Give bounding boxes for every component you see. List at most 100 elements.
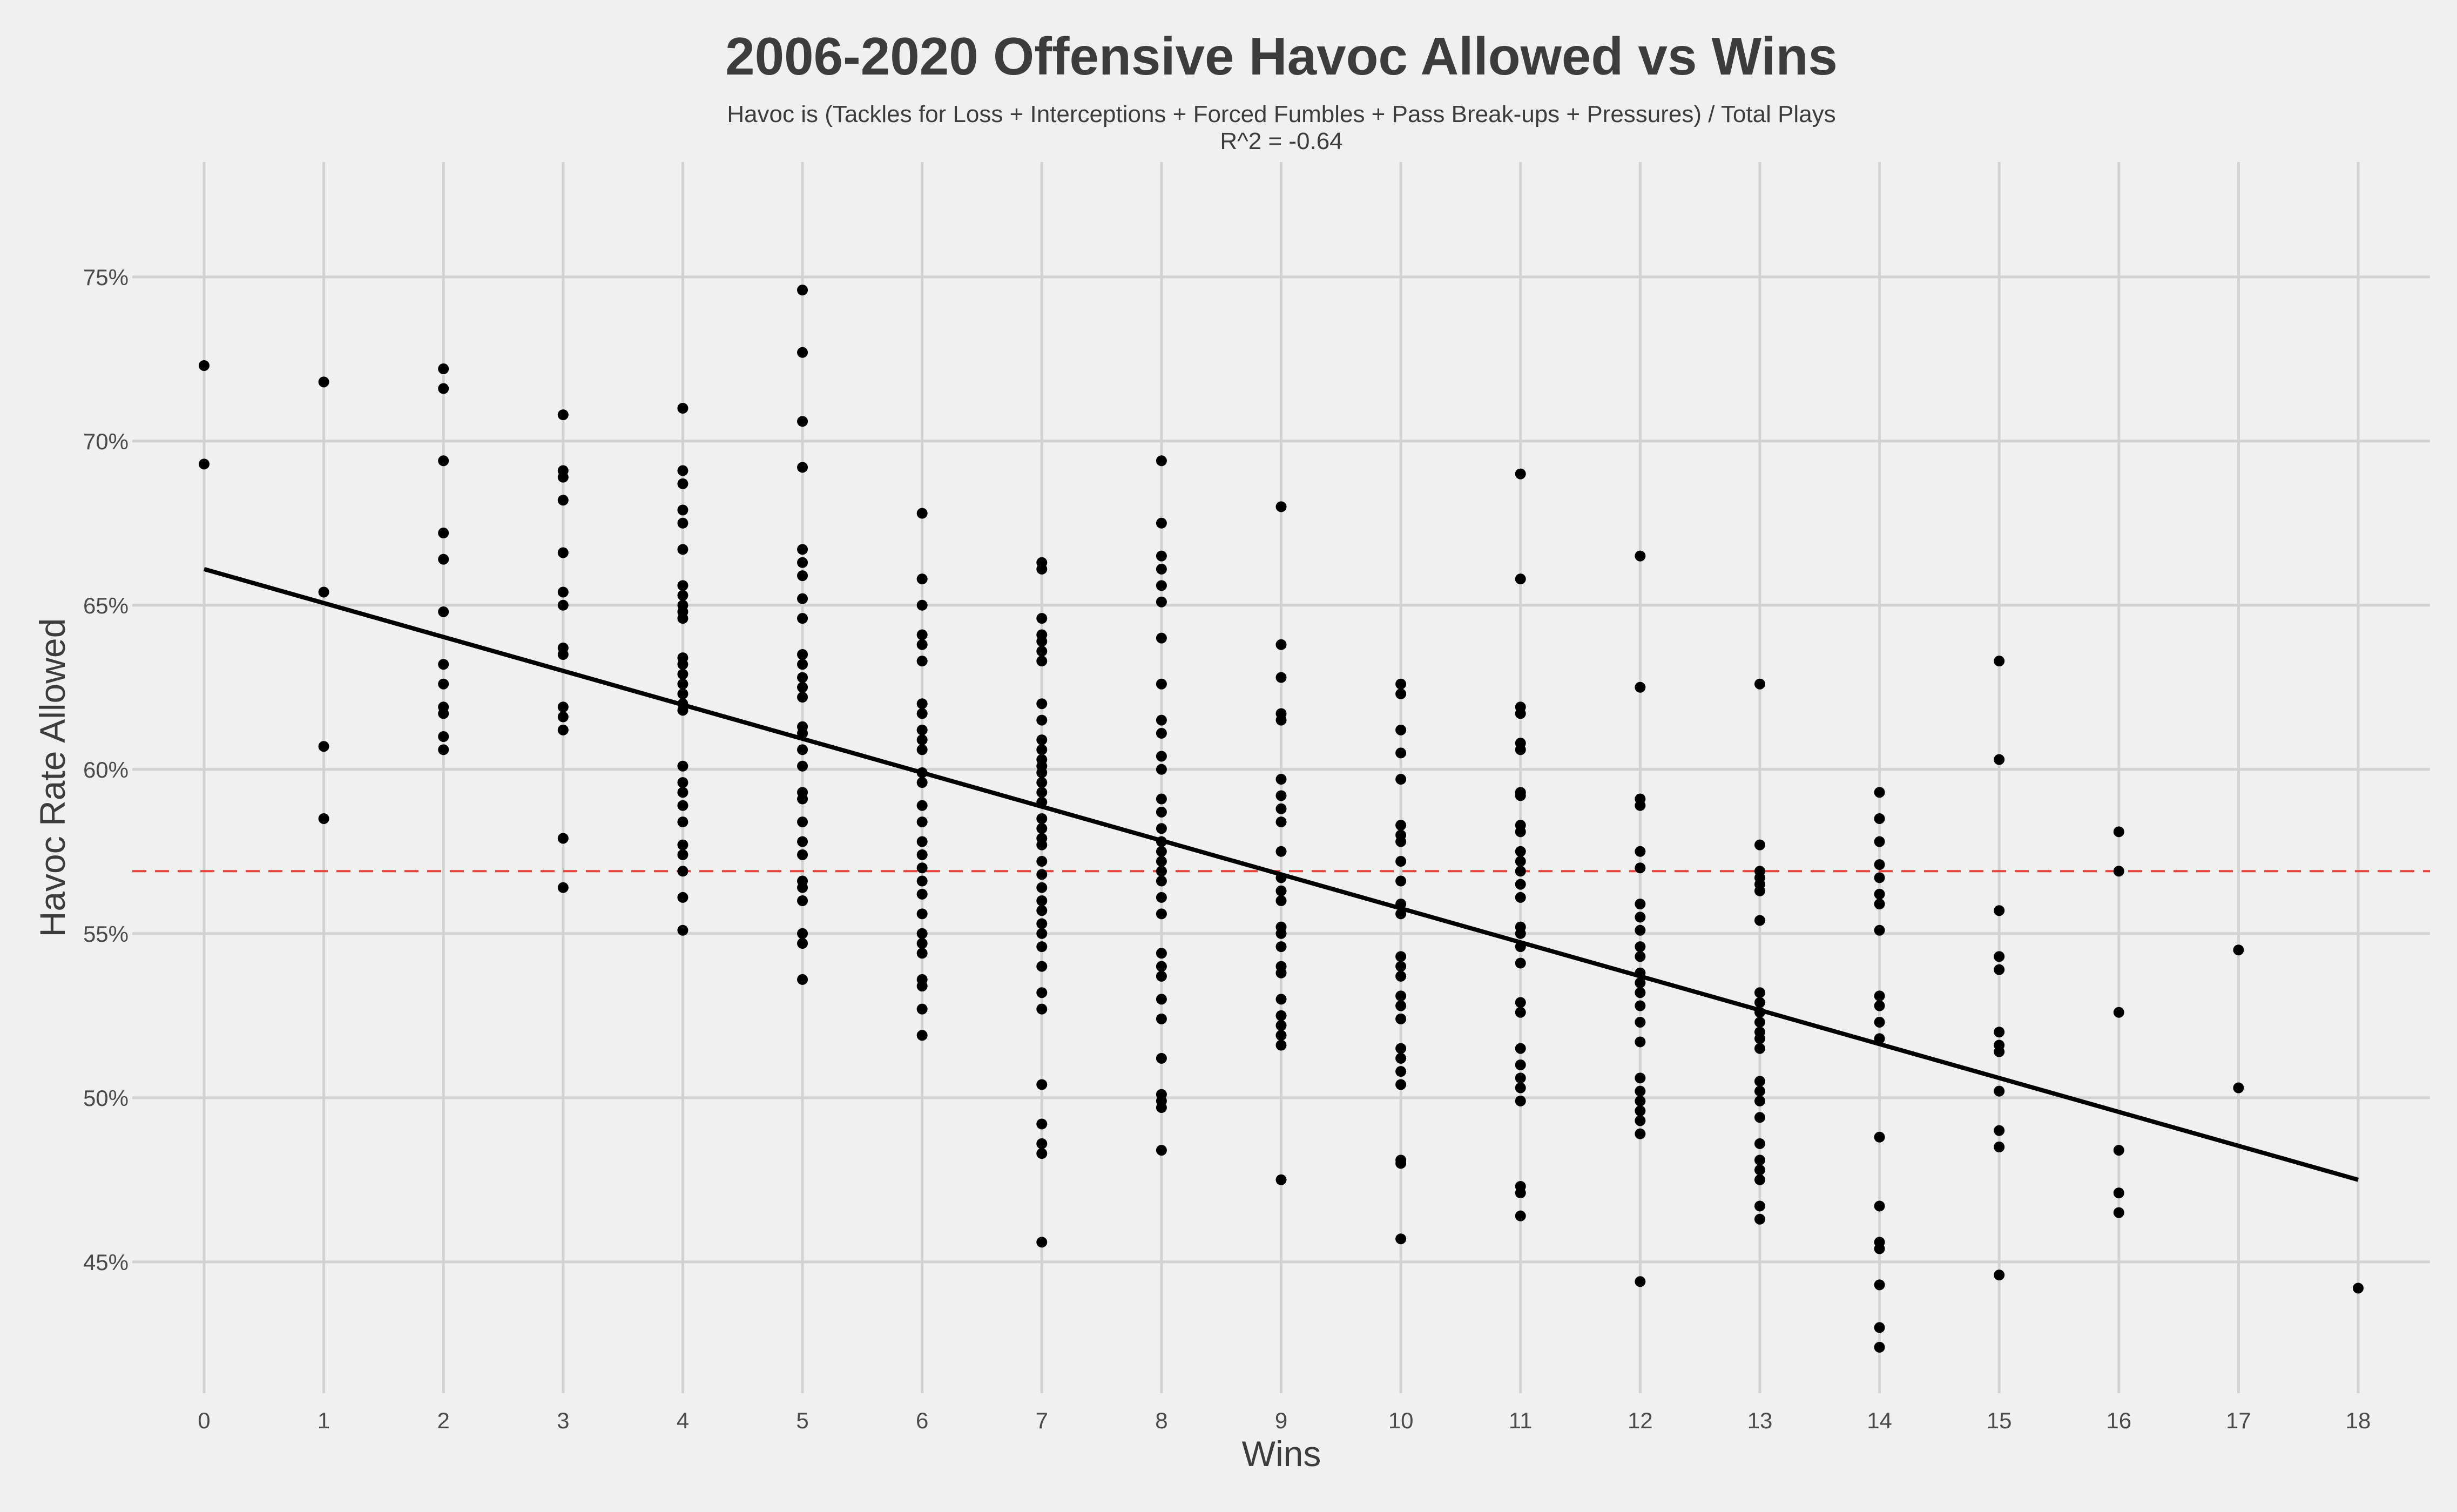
data-point [1395,836,1407,847]
data-point [557,471,569,483]
data-point [1156,1145,1167,1156]
data-point [1395,990,1407,1002]
data-point [677,924,688,936]
data-point [1754,1076,1765,1087]
data-point [916,875,928,887]
data-point [1036,698,1048,710]
data-point [1874,1131,1885,1143]
data-point [1395,856,1407,867]
data-point [1994,1027,2005,1038]
data-point [916,639,928,650]
data-point [797,882,808,893]
data-point [916,938,928,949]
data-point [1395,678,1407,690]
y-tick-label: 50% [83,1085,129,1111]
data-point [1874,859,1885,870]
data-point [1874,888,1885,900]
data-point [1635,862,1646,874]
data-point [797,836,808,847]
data-point [1994,905,2005,916]
data-point [1874,1243,1885,1254]
data-point [1874,836,1885,847]
data-point [1036,787,1048,798]
data-point [1036,636,1048,647]
data-point [1156,550,1167,562]
data-point [916,816,928,828]
data-point [1515,1187,1526,1199]
data-point [1275,501,1287,512]
data-point [1395,951,1407,962]
data-point [1515,468,1526,480]
data-point [1036,563,1048,575]
data-point [1156,1052,1167,1064]
data-point [1156,875,1167,887]
data-point [557,649,569,660]
data-point [1515,1072,1526,1084]
x-tick-label: 8 [1155,1408,1167,1433]
data-point [1156,846,1167,857]
data-point [1156,580,1167,591]
x-tick-label: 16 [2106,1408,2131,1433]
data-point [1275,790,1287,801]
x-tick-label: 7 [1036,1408,1048,1433]
data-point [1874,1016,1885,1028]
data-point [2113,1007,2124,1018]
data-point [1635,1128,1646,1139]
data-point [797,895,808,906]
data-point [1275,928,1287,939]
data-point [797,416,808,427]
data-point [1395,1158,1407,1169]
x-tick-label: 14 [1867,1408,1892,1433]
data-point [1036,645,1048,657]
data-point [1275,885,1287,896]
data-point [1036,895,1048,906]
data-point [1754,1155,1765,1166]
data-point [1036,882,1048,893]
data-point [916,656,928,667]
data-point [1275,1020,1287,1031]
data-point [1395,970,1407,982]
data-point [1515,708,1526,719]
data-point [916,698,928,710]
data-point [1156,563,1167,575]
data-point [1156,714,1167,726]
data-point [677,504,688,516]
data-point [1275,895,1287,906]
data-point [438,554,449,565]
data-point [916,744,928,755]
data-point [916,724,928,735]
x-tick-label: 13 [1747,1408,1773,1433]
data-point [1395,688,1407,699]
data-point [1515,1043,1526,1054]
data-point [1275,1030,1287,1041]
data-point [1036,1148,1048,1159]
data-point [797,613,808,624]
data-point [1754,1085,1765,1097]
data-point [797,974,808,985]
data-point [1156,793,1167,805]
data-point [1036,656,1048,667]
data-point [438,731,449,742]
x-tick-label: 11 [1509,1408,1533,1433]
data-point [1515,879,1526,890]
data-point [1874,1000,1885,1011]
x-tick-label: 1 [318,1408,330,1433]
data-point [1874,1322,1885,1333]
data-point [1754,678,1765,690]
x-tick-label: 6 [916,1408,928,1433]
data-point [318,741,329,752]
data-point [438,678,449,690]
data-point [797,659,808,670]
data-point [557,586,569,598]
data-point [1874,872,1885,883]
data-point [1395,747,1407,759]
data-point [1515,1007,1526,1018]
data-point [1994,1142,2005,1152]
chart-r-squared: R^2 = -0.64 [1220,128,1342,154]
data-point [1515,856,1526,867]
data-point [557,724,569,735]
data-point [1395,875,1407,887]
data-point [1515,866,1526,877]
data-point [1635,941,1646,953]
data-point [557,882,569,893]
